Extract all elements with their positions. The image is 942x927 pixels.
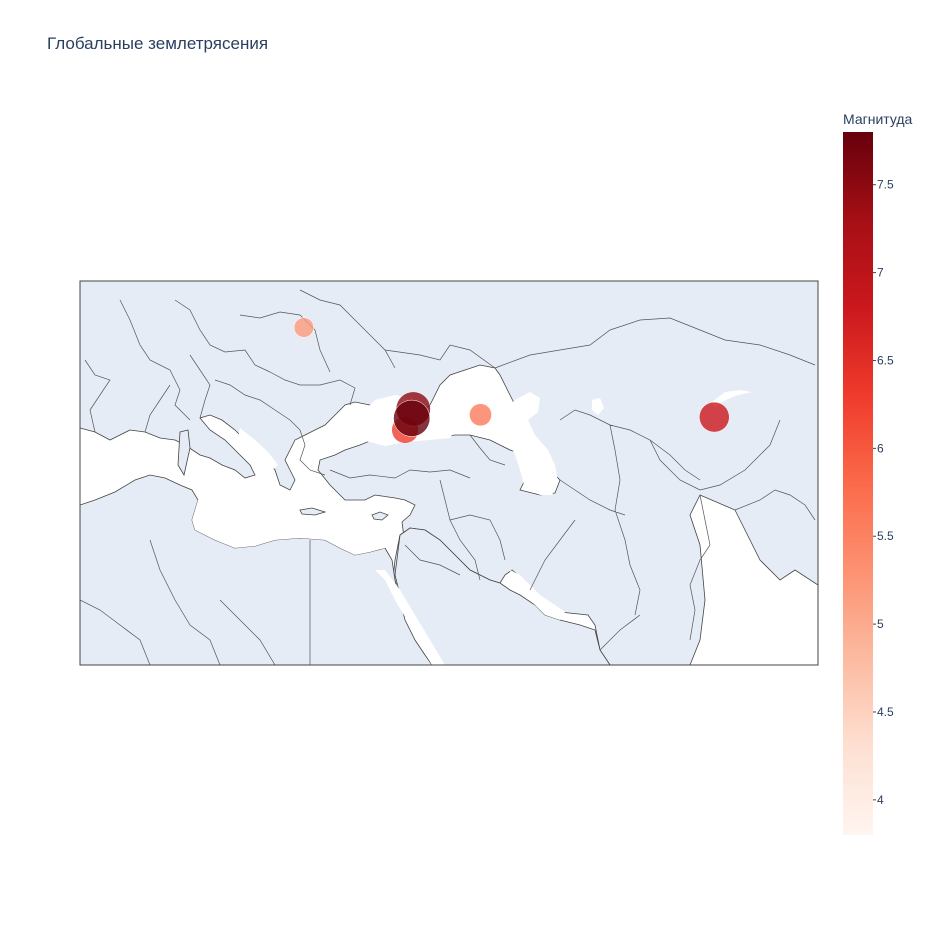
colorbar-title: Магнитуда [843, 111, 913, 127]
map-frame [79, 280, 819, 666]
earthquake-marker[interactable] [699, 401, 730, 433]
colorbar-tick-label: 6 [877, 441, 884, 455]
persian-gulf [510, 570, 565, 620]
colorbar-tick-label: 5 [877, 617, 884, 631]
map-land-layer [80, 281, 818, 665]
colorbar-tick-label: 5.5 [877, 529, 894, 543]
chart-title: Глобальные землетрясения [47, 34, 269, 53]
earthquake-marker[interactable] [393, 399, 431, 437]
mediterranean-sea [192, 488, 398, 555]
island-crete [299, 507, 327, 516]
colorbar-ticks: 4 4.5 5 5.5 6 6.5 7 7.5 [873, 178, 894, 807]
island-cyprus [371, 511, 389, 521]
colorbar-tick-label: 4 [877, 793, 884, 807]
adriatic-sea [238, 428, 278, 470]
colorbar-tick-label: 6.5 [877, 353, 894, 367]
colorbar-tick-label: 7.5 [877, 178, 894, 192]
caspian-sea [505, 392, 558, 495]
island-sardinia [177, 429, 191, 477]
colorbar [843, 132, 873, 835]
earthquake-markers [293, 317, 730, 444]
colorbar-tick-label: 7 [877, 266, 884, 280]
aral-sea [592, 398, 604, 415]
earthquake-marker[interactable] [293, 317, 314, 338]
balkhash-lake [712, 390, 752, 408]
country-borders [80, 289, 816, 665]
colorbar-tick-label: 4.5 [877, 705, 894, 719]
red-sea [375, 570, 445, 665]
earthquake-marker[interactable] [469, 403, 492, 427]
